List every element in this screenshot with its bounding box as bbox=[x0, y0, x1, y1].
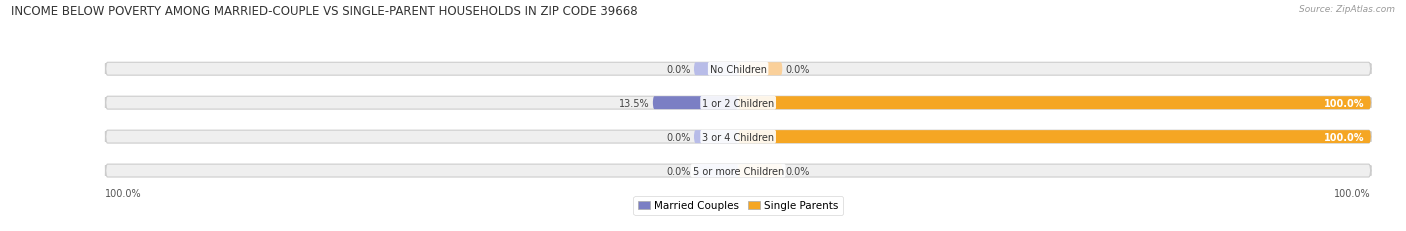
Text: INCOME BELOW POVERTY AMONG MARRIED-COUPLE VS SINGLE-PARENT HOUSEHOLDS IN ZIP COD: INCOME BELOW POVERTY AMONG MARRIED-COUPL… bbox=[11, 5, 638, 18]
FancyBboxPatch shape bbox=[105, 63, 1371, 76]
Text: 100.0%: 100.0% bbox=[1324, 98, 1364, 108]
FancyBboxPatch shape bbox=[652, 97, 738, 110]
FancyBboxPatch shape bbox=[695, 131, 738, 143]
FancyBboxPatch shape bbox=[695, 63, 738, 76]
FancyBboxPatch shape bbox=[105, 131, 1371, 143]
FancyBboxPatch shape bbox=[738, 97, 1371, 110]
FancyBboxPatch shape bbox=[105, 97, 1371, 110]
Text: 100.0%: 100.0% bbox=[105, 188, 142, 198]
FancyBboxPatch shape bbox=[738, 164, 782, 177]
Legend: Married Couples, Single Parents: Married Couples, Single Parents bbox=[634, 197, 842, 215]
Text: No Children: No Children bbox=[710, 64, 766, 74]
Text: 0.0%: 0.0% bbox=[666, 166, 690, 176]
Text: 0.0%: 0.0% bbox=[786, 64, 810, 74]
Text: 100.0%: 100.0% bbox=[1334, 188, 1371, 198]
Text: 0.0%: 0.0% bbox=[666, 132, 690, 142]
Text: 3 or 4 Children: 3 or 4 Children bbox=[702, 132, 775, 142]
Text: 5 or more Children: 5 or more Children bbox=[693, 166, 783, 176]
Text: 1 or 2 Children: 1 or 2 Children bbox=[702, 98, 775, 108]
Text: 0.0%: 0.0% bbox=[786, 166, 810, 176]
FancyBboxPatch shape bbox=[738, 131, 1371, 143]
Text: 13.5%: 13.5% bbox=[619, 98, 650, 108]
FancyBboxPatch shape bbox=[105, 164, 1371, 177]
FancyBboxPatch shape bbox=[695, 164, 738, 177]
Text: 0.0%: 0.0% bbox=[666, 64, 690, 74]
Text: Source: ZipAtlas.com: Source: ZipAtlas.com bbox=[1299, 5, 1395, 14]
Text: 100.0%: 100.0% bbox=[1324, 132, 1364, 142]
FancyBboxPatch shape bbox=[738, 63, 782, 76]
